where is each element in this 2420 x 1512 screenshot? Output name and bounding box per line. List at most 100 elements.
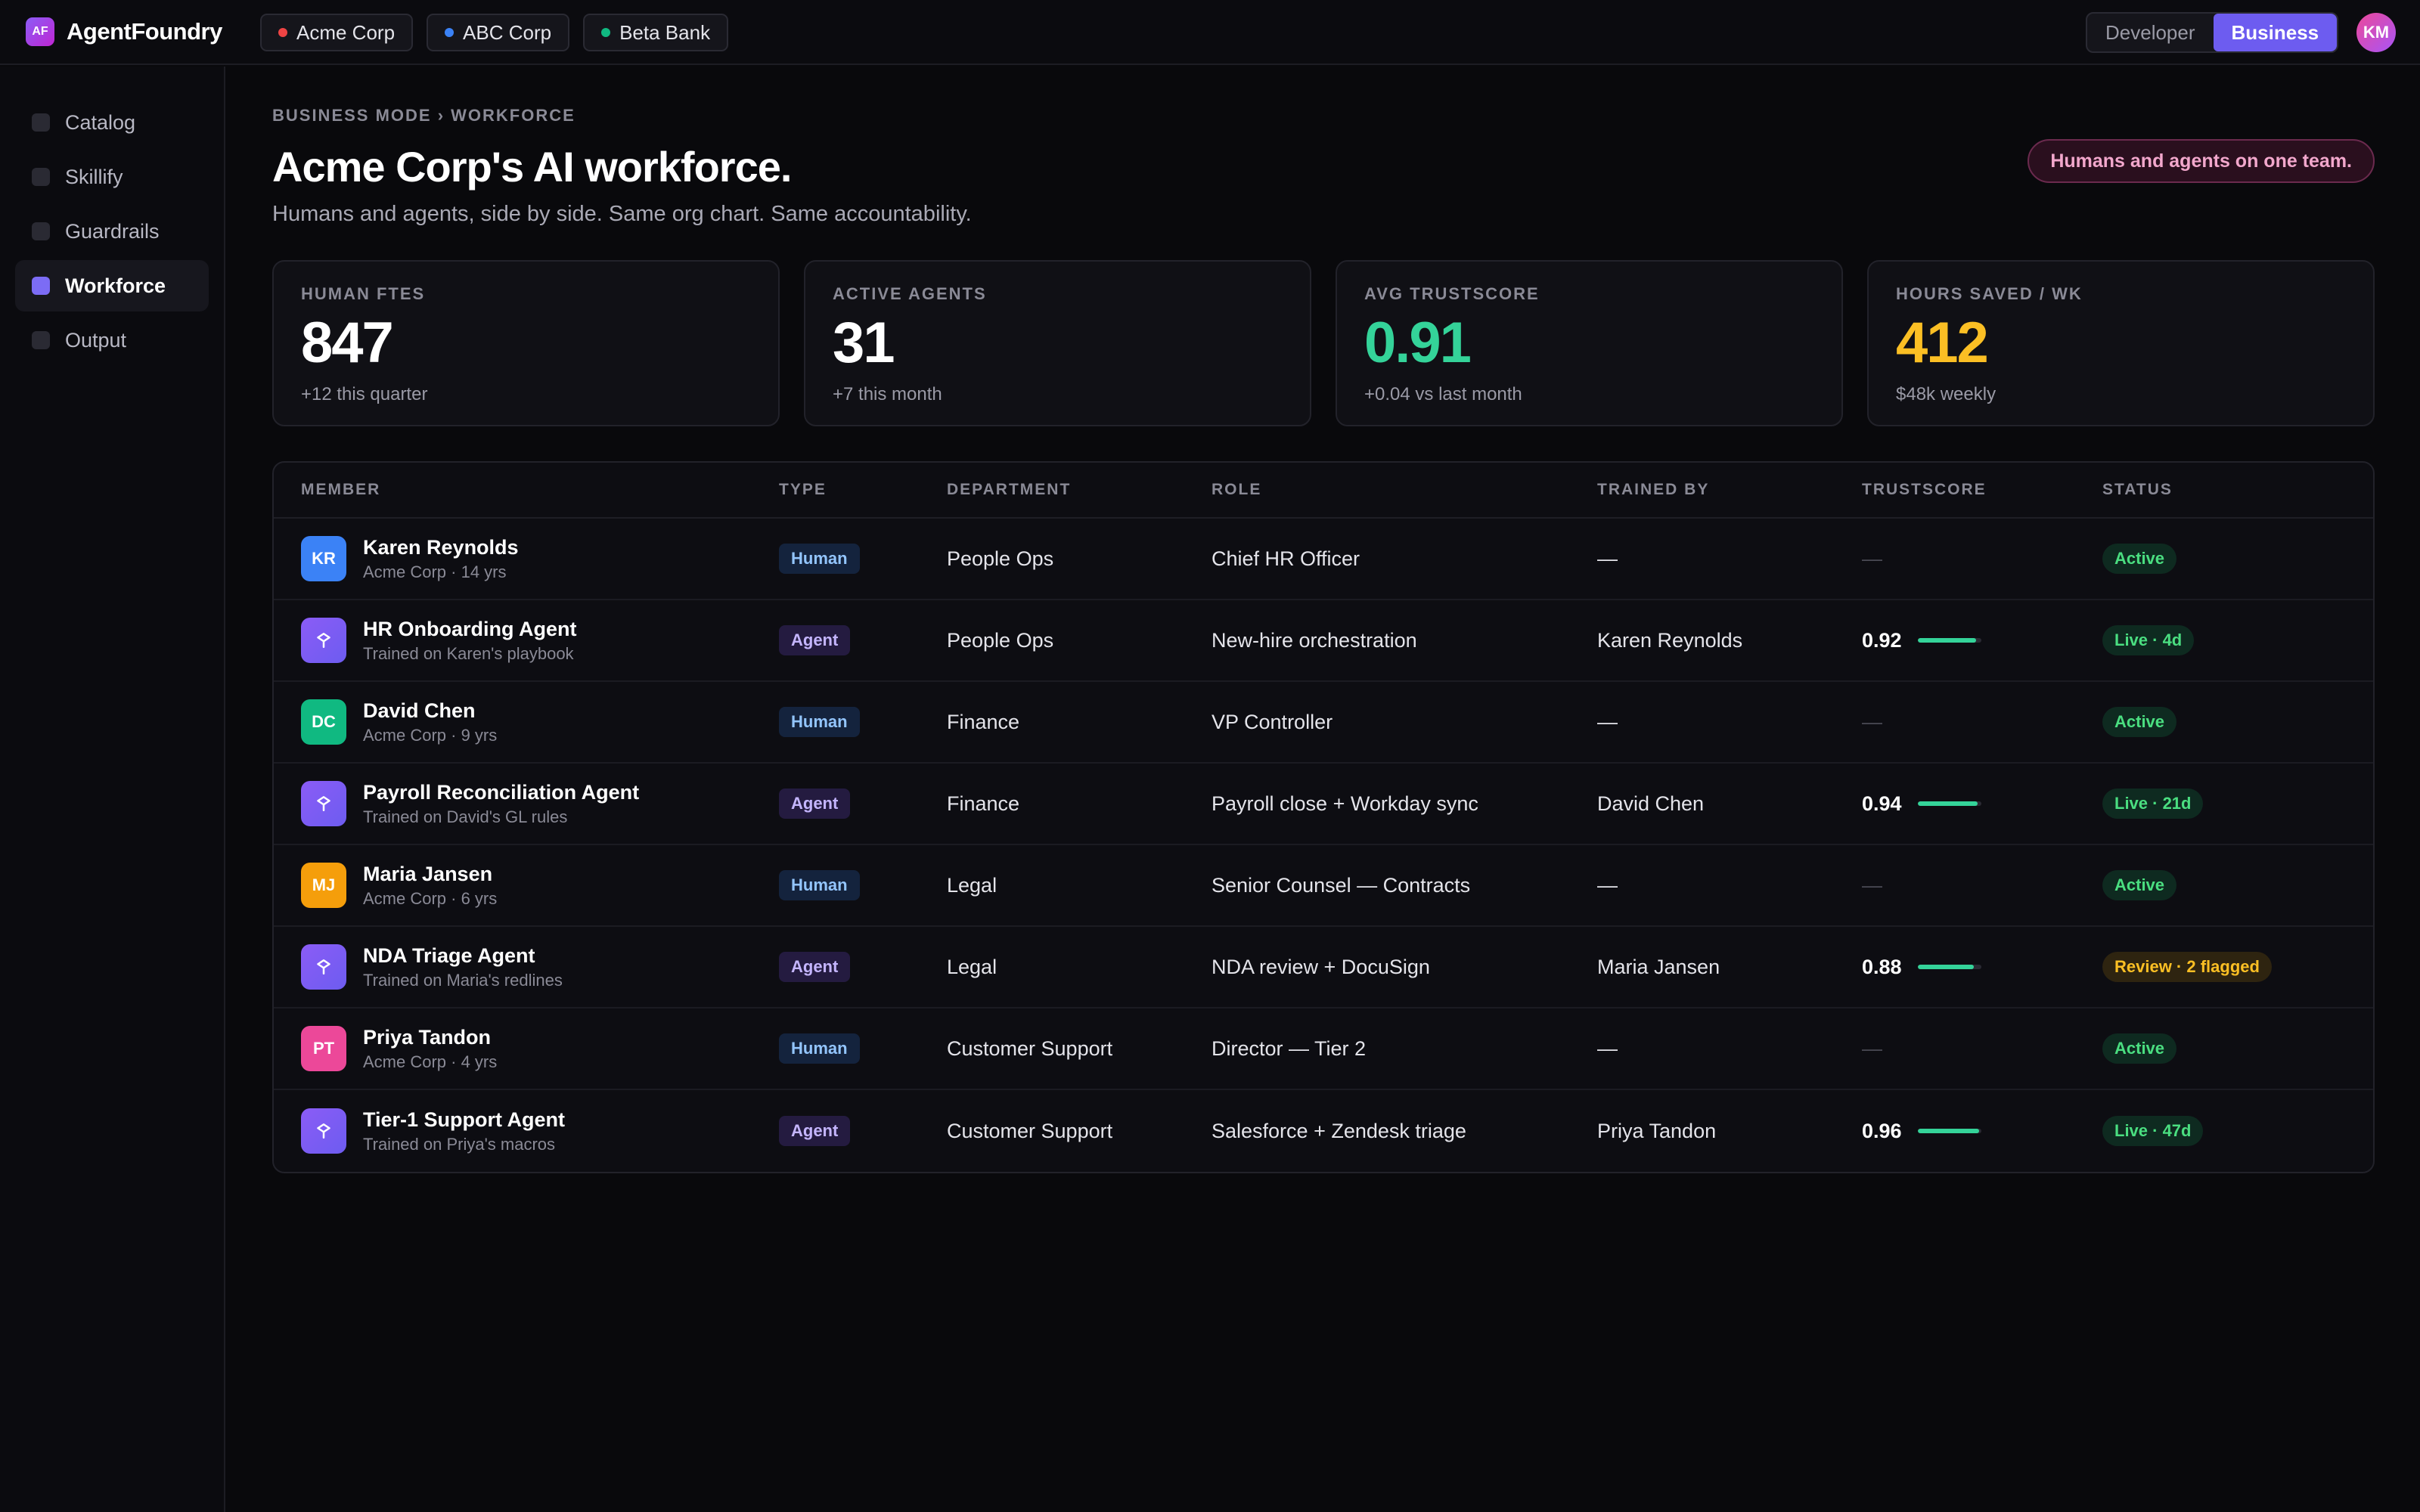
trained-by: — (1597, 1036, 1618, 1060)
member-name[interactable]: Payroll Reconciliation Agent (363, 780, 640, 804)
table-row[interactable]: Payroll Reconciliation Agent Trained on D… (274, 764, 2373, 845)
member-name[interactable]: Tier-1 Support Agent (363, 1108, 566, 1131)
table-row[interactable]: KR Karen Reynolds Acme Corp · 14 yrs Human P… (274, 519, 2373, 600)
avatar (301, 1108, 346, 1154)
type-cell: Human (779, 707, 947, 737)
trustscore: 0.88 (1862, 956, 2102, 979)
developer-mode-button[interactable]: Developer (2105, 20, 2195, 44)
catalog-icon (32, 113, 50, 132)
member-subtitle: Acme Corp · 4 yrs (363, 1052, 498, 1071)
sidebar-item-label: Skillify (65, 165, 123, 188)
logo[interactable]: AF AgentFoundry (26, 17, 222, 46)
trust-cell: — (1862, 711, 2102, 734)
trained-by-cell: — (1597, 1037, 1862, 1061)
type-badge: Human (779, 544, 860, 574)
member-info: Payroll Reconciliation Agent Trained on D… (363, 781, 639, 827)
department: Customer Support (947, 1036, 1113, 1060)
member-name[interactable]: Karen Reynolds (363, 535, 519, 559)
trust-cell: — (1862, 874, 2102, 897)
type-badge: Agent (779, 952, 851, 982)
avatar: KR (301, 536, 346, 581)
sidebar: Catalog Skillify Guardrails Workforce Ou… (0, 67, 225, 1512)
tenant-abc-corp[interactable]: ABC Corp (427, 14, 570, 51)
member-cell: DC David Chen Acme Corp · 9 yrs (274, 699, 779, 745)
status-badge: Active (2102, 707, 2177, 737)
member-info: HR Onboarding Agent Trained on Karen's pl… (363, 618, 576, 664)
page-title: Acme Corp's AI workforce. (272, 143, 792, 191)
table-row[interactable]: HR Onboarding Agent Trained on Karen's pl… (274, 600, 2373, 682)
trust-cell: — (1862, 547, 2102, 571)
column-header-trustscore[interactable]: TRUSTSCORE (1862, 481, 1987, 498)
trust-bar-fill (1918, 1129, 1979, 1133)
tenant-beta-bank[interactable]: Beta Bank (583, 14, 729, 51)
top-bar: AF AgentFoundry Acme Corp ABC Corp Beta … (0, 0, 2420, 65)
column-header-department[interactable]: DEPARTMENT (947, 481, 1072, 498)
table-row[interactable]: PT Priya Tandon Acme Corp · 4 yrs Human Cust… (274, 1009, 2373, 1090)
trained-by: Karen Reynolds (1597, 628, 1743, 652)
status-badge: Active (2102, 544, 2177, 574)
trained-by: Maria Jansen (1597, 955, 1720, 978)
trust-cell: 0.88 (1862, 956, 2102, 979)
status-cell: Live · 21d (2102, 789, 2373, 819)
table-row[interactable]: DC David Chen Acme Corp · 9 yrs Human Financ… (274, 682, 2373, 764)
breadcrumb: BUSINESS MODE › WORKFORCE (272, 106, 576, 125)
trustscore: 0.96 (1862, 1120, 2102, 1143)
trust-bar (1918, 801, 1981, 806)
trust-bar (1918, 1129, 1981, 1133)
trained-by-cell: — (1597, 874, 1862, 897)
member-name[interactable]: Priya Tandon (363, 1025, 492, 1049)
workforce-icon (32, 277, 50, 295)
member-subtitle: Trained on Maria's redlines (363, 970, 563, 990)
role-cell: New-hire orchestration (1212, 629, 1597, 652)
avatar-initials: KR (312, 549, 336, 568)
user-avatar[interactable]: KM (2356, 13, 2396, 52)
column-header-role[interactable]: ROLE (1212, 481, 1262, 498)
trust-empty: — (1862, 547, 1882, 570)
trust-bar-fill (1918, 801, 1978, 806)
type-cell: Human (779, 544, 947, 574)
member-cell: Payroll Reconciliation Agent Trained on D… (274, 781, 779, 827)
table-row[interactable]: Tier-1 Support Agent Trained on Priya's m… (274, 1090, 2373, 1172)
avatar (301, 618, 346, 663)
sidebar-item-workforce[interactable]: Workforce (15, 260, 209, 311)
column-header-member[interactable]: MEMBER (301, 481, 381, 498)
sidebar-item-label: Guardrails (65, 219, 160, 243)
member-name[interactable]: HR Onboarding Agent (363, 617, 577, 640)
column-header-trained-by[interactable]: TRAINED BY (1597, 481, 1710, 498)
type-badge: Human (779, 1033, 860, 1064)
sidebar-item-output[interactable]: Output (15, 314, 209, 366)
stat-card-human-ftes: HUMAN FTES 847 +12 this quarter (272, 260, 780, 426)
role-cell: VP Controller (1212, 711, 1597, 734)
trained-by-cell: — (1597, 711, 1862, 734)
department: Finance (947, 710, 1020, 733)
trust-bar-fill (1918, 638, 1977, 643)
sidebar-item-catalog[interactable]: Catalog (15, 97, 209, 148)
member-name[interactable]: David Chen (363, 699, 476, 722)
sidebar-item-guardrails[interactable]: Guardrails (15, 206, 209, 257)
member-name[interactable]: Maria Jansen (363, 862, 493, 885)
department: Legal (947, 955, 997, 978)
type-badge: Human (779, 870, 860, 900)
stat-delta: $48k weekly (1896, 384, 1996, 404)
sidebar-item-label: Catalog (65, 110, 136, 134)
department-cell: People Ops (947, 547, 1212, 571)
avatar-initials: MJ (312, 875, 336, 894)
member-info: David Chen Acme Corp · 9 yrs (363, 699, 497, 745)
type-badge: Agent (779, 789, 851, 819)
table-row[interactable]: NDA Triage Agent Trained on Maria's redli… (274, 927, 2373, 1009)
role-cell: Director — Tier 2 (1212, 1037, 1597, 1061)
status-cell: Active (2102, 870, 2373, 900)
status-badge: Live · 21d (2102, 789, 2204, 819)
business-mode-button[interactable]: Business (2213, 14, 2338, 51)
role-cell: Salesforce + Zendesk triage (1212, 1120, 1597, 1143)
column-header-type[interactable]: TYPE (779, 481, 827, 498)
trust-empty: — (1862, 710, 1882, 733)
sidebar-item-skillify[interactable]: Skillify (15, 151, 209, 203)
department-cell: Legal (947, 874, 1212, 897)
tenant-acme-corp[interactable]: Acme Corp (260, 14, 414, 51)
tenant-dot-icon (601, 28, 611, 37)
table-row[interactable]: MJ Maria Jansen Acme Corp · 6 yrs Human Lega… (274, 845, 2373, 927)
column-header-status[interactable]: STATUS (2102, 481, 2173, 498)
member-name[interactable]: NDA Triage Agent (363, 943, 535, 967)
avatar-initials: PT (312, 1039, 335, 1058)
